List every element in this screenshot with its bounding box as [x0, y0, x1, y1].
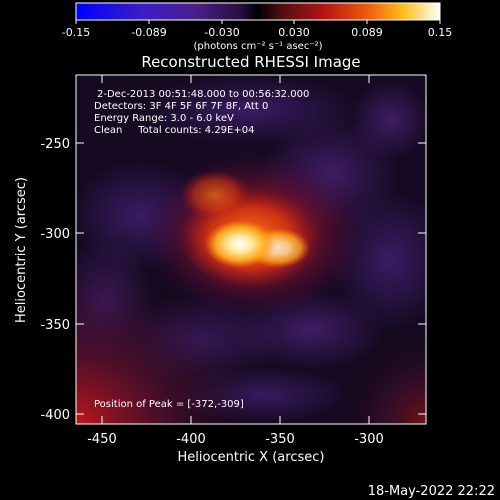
footer-timestamp: 18-May-2022 22:22 [368, 484, 495, 499]
colorbar: -0.15 -0.089 -0.030 0.030 0.089 0.15 (ph… [62, 2, 453, 52]
y-tick-label: -350 [40, 318, 70, 333]
colorbar-tick-label: 0.15 [428, 26, 453, 39]
x-tick-label: -300 [354, 432, 384, 447]
colorbar-gradient [75, 2, 441, 21]
annotation-clean-counts: Clean Total counts: 4.29E+04 [94, 125, 254, 136]
x-tick-label: -350 [265, 432, 295, 447]
colorbar-tick-label: -0.089 [131, 26, 166, 39]
y-axis-label: Heliocentric Y (arcsec) [14, 177, 29, 323]
x-tick-label: -450 [87, 432, 117, 447]
x-tick-label: -400 [176, 432, 206, 447]
peak-position-label: Position of Peak = [-372,-309] [94, 399, 244, 410]
heatmap-image [76, 75, 426, 424]
annotation-time-range: 2-Dec-2013 00:51:48.000 to 00:56:32.000 [97, 89, 309, 100]
plot-title: Reconstructed RHESSI Image [141, 53, 360, 71]
plot-frame [75, 74, 427, 425]
y-tick-label: -300 [40, 227, 70, 242]
colorbar-tick-label: -0.15 [62, 26, 90, 39]
colorbar-tick-label: 0.089 [351, 26, 383, 39]
colorbar-tick-label: -0.030 [204, 26, 239, 39]
colorbar-unit-label: (photons cm⁻² s⁻¹ asec⁻²) [193, 41, 322, 52]
annotation-detectors: Detectors: 3F 4F 5F 6F 7F 8F, Att 0 [94, 101, 268, 112]
x-axis-label: Heliocentric X (arcsec) [178, 450, 325, 465]
colorbar-tick-label: 0.030 [278, 26, 310, 39]
annotation-energy-range: Energy Range: 3.0 - 6.0 keV [94, 113, 234, 124]
y-tick-label: -250 [40, 137, 70, 152]
y-tick-label: -400 [40, 408, 70, 423]
axis-ticks [76, 75, 426, 424]
colorbar-ticks [75, 20, 441, 24]
